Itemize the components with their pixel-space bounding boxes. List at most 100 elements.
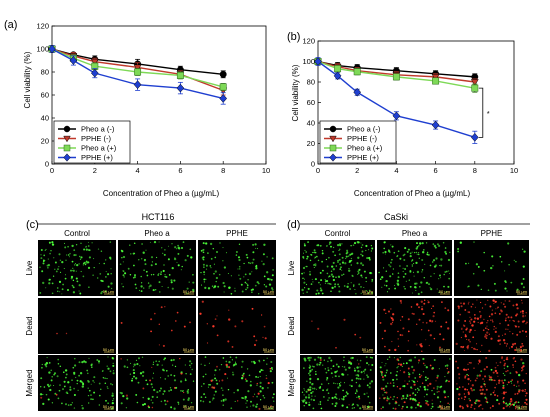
- live-cell-dot: [202, 400, 205, 403]
- live-cell-dot: [312, 281, 314, 283]
- live-cell-dot: [319, 401, 322, 403]
- live-cell-dot: [238, 274, 240, 276]
- live-cell-dot: [72, 270, 74, 272]
- live-cell-dot: [332, 246, 335, 249]
- live-cell-dot: [76, 263, 79, 267]
- live-cell-dot: [70, 403, 72, 406]
- live-cell-dot: [215, 276, 219, 280]
- live-cell-dot: [262, 253, 265, 256]
- dead-cell-dot: [40, 396, 43, 399]
- dead-cell-dot: [484, 386, 486, 388]
- live-cell-dot: [510, 380, 512, 383]
- live-cell-dot: [344, 394, 347, 397]
- live-cell-dot: [73, 407, 76, 409]
- live-cell-dot: [311, 365, 314, 367]
- live-cell-dot: [303, 272, 305, 274]
- live-cell-dot: [245, 253, 248, 256]
- legend-marker: [63, 125, 71, 133]
- live-cell-dot: [402, 270, 404, 273]
- x-tick-label: 8: [473, 166, 477, 175]
- live-cell-dot: [437, 406, 440, 409]
- live-cell-dot: [305, 251, 308, 253]
- live-cell-dot: [439, 274, 441, 277]
- live-cell-dot: [319, 361, 322, 364]
- live-cell-dot: [343, 285, 346, 287]
- dead-cell-dot: [524, 382, 526, 385]
- live-cell-dot: [173, 407, 176, 410]
- live-cell-dot: [360, 274, 363, 277]
- panel-label-b: (b): [287, 31, 300, 43]
- live-cell-dot: [349, 384, 351, 386]
- dead-cell-dot: [493, 302, 495, 305]
- live-cell-dot: [523, 250, 526, 253]
- micrograph-image: [38, 298, 116, 354]
- live-cell-dot: [192, 281, 195, 284]
- live-cell-dot: [522, 362, 525, 365]
- live-cell-dot: [48, 385, 50, 388]
- live-cell-dot: [48, 282, 51, 285]
- live-cell-dot: [484, 396, 487, 399]
- live-cell-dot: [436, 288, 438, 290]
- live-cell-dot: [311, 395, 313, 397]
- dead-cell-dot: [446, 367, 448, 370]
- dead-cell-dot: [507, 369, 509, 372]
- live-cell-dot: [506, 290, 508, 292]
- live-cell-dot: [355, 381, 358, 384]
- live-cell-dot: [270, 360, 273, 364]
- live-cell-dot: [311, 387, 314, 390]
- column-label: Control: [325, 229, 351, 238]
- dead-cell-dot: [498, 402, 501, 405]
- live-cell-dot: [341, 256, 344, 259]
- y-tick-label: 60: [41, 91, 49, 100]
- live-cell-dot: [215, 379, 218, 382]
- live-cell-dot: [370, 245, 372, 247]
- live-cell-dot: [415, 407, 417, 409]
- live-cell-dot: [158, 360, 160, 363]
- live-cell-dot: [171, 364, 174, 366]
- live-cell-dot: [391, 245, 394, 248]
- dead-cell-dot: [521, 389, 523, 392]
- live-cell-dot: [335, 265, 338, 267]
- live-cell-dot: [58, 266, 60, 268]
- dead-cell-dot: [319, 358, 322, 362]
- live-cell-dot: [110, 287, 113, 290]
- dead-cell-dot: [435, 380, 437, 382]
- live-cell-dot: [253, 361, 256, 365]
- live-cell-dot: [55, 270, 58, 273]
- live-cell-dot: [512, 403, 515, 406]
- dead-cell-dot: [514, 408, 517, 410]
- data-point: [314, 57, 322, 66]
- live-cell-dot: [348, 267, 350, 270]
- live-cell-dot: [92, 398, 94, 401]
- live-cell-dot: [229, 356, 232, 359]
- live-cell-dot: [85, 246, 87, 248]
- live-cell-dot: [203, 271, 206, 274]
- live-cell-dot: [217, 285, 220, 288]
- live-cell-dot: [385, 284, 388, 287]
- dead-cell-dot: [407, 349, 409, 352]
- live-cell-dot: [148, 286, 150, 288]
- dead-cell-dot: [447, 309, 450, 312]
- live-cell-dot: [155, 289, 157, 291]
- dead-cell-dot: [423, 299, 426, 302]
- live-cell-dot: [309, 365, 312, 368]
- dead-cell-dot: [481, 344, 483, 347]
- live-cell-dot: [78, 255, 81, 258]
- live-cell-dot: [238, 258, 241, 262]
- live-cell-dot: [256, 281, 259, 284]
- live-cell-dot: [481, 392, 483, 395]
- micrograph-image: [377, 355, 452, 411]
- live-cell-dot: [174, 246, 177, 249]
- live-cell-dot: [243, 276, 245, 278]
- dead-cell-dot: [480, 385, 483, 388]
- live-cell-dot: [315, 388, 318, 390]
- live-cell-dot: [362, 264, 364, 266]
- dead-cell-dot: [385, 312, 387, 315]
- live-cell-dot: [517, 401, 520, 404]
- dead-cell-dot: [216, 334, 219, 337]
- dead-cell-dot: [505, 313, 508, 316]
- live-cell-dot: [304, 249, 306, 251]
- data-point: [334, 65, 342, 73]
- dead-cell-dot: [488, 329, 490, 331]
- dead-cell-dot: [399, 363, 403, 366]
